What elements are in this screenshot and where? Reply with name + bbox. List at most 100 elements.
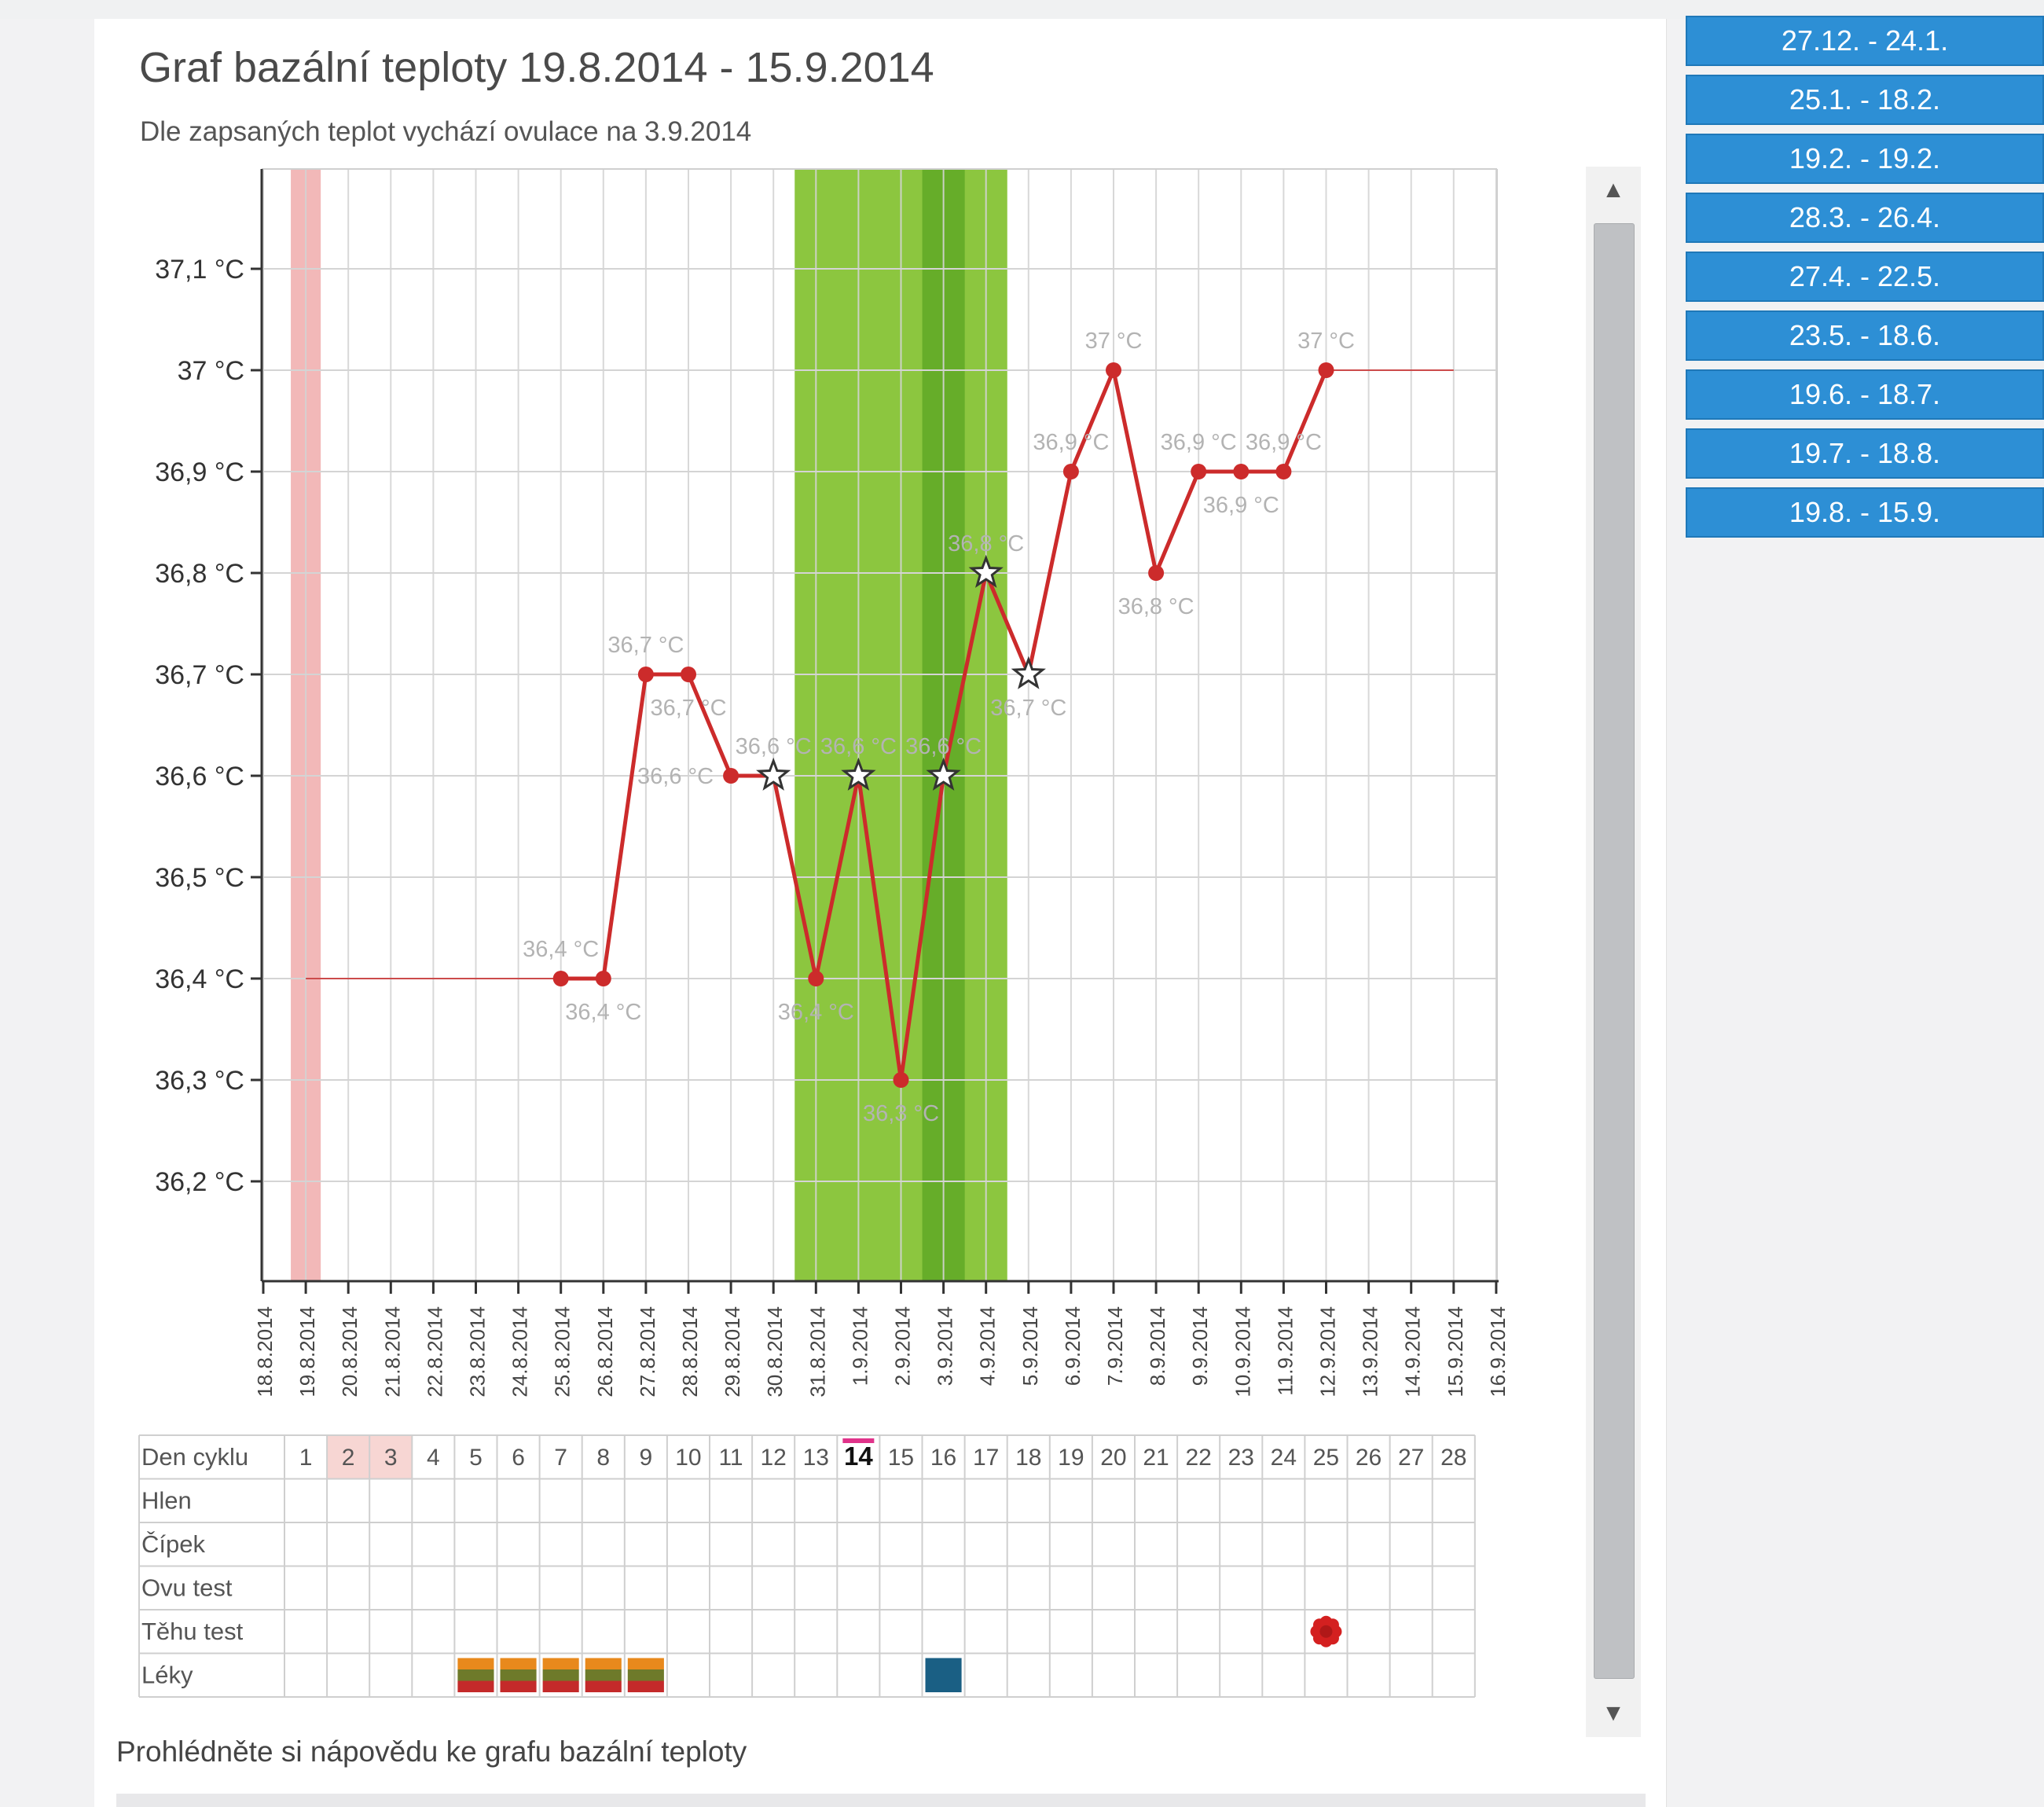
cycle-item[interactable]: 28.3. - 26.4. xyxy=(1686,193,2044,243)
cycle-day-number: 25 xyxy=(1313,1445,1339,1471)
cycle-day-number: 18 xyxy=(1015,1445,1041,1471)
star-marker xyxy=(756,757,791,791)
menstruation-day-cell xyxy=(369,1435,413,1479)
scroll-down-icon[interactable]: ▼ xyxy=(1602,1700,1625,1726)
star-marker xyxy=(1011,656,1046,689)
medication-block xyxy=(925,1658,962,1692)
data-label: 36,7 °C xyxy=(990,696,1066,721)
table-row-label: Hlen xyxy=(141,1487,192,1515)
y-tick-label: 37 °C xyxy=(178,356,244,386)
data-label: 36,9 °C xyxy=(1246,430,1322,455)
table-row-label: Ovu test xyxy=(141,1574,233,1602)
bottom-bar xyxy=(116,1794,1646,1807)
cycle-day-number: 4 xyxy=(427,1445,440,1471)
y-tick-label: 36,6 °C xyxy=(155,762,244,791)
cycle-day-number: 28 xyxy=(1440,1445,1466,1471)
medication-bar-red xyxy=(585,1680,622,1692)
data-label: 36,9 °C xyxy=(1033,430,1109,455)
cycle-item[interactable]: 19.6. - 18.7. xyxy=(1686,369,2044,420)
temperature-point xyxy=(1191,464,1207,479)
x-tick-label: 11.9.2014 xyxy=(1273,1306,1297,1396)
y-tick-label: 36,9 °C xyxy=(155,457,244,487)
cycle-item[interactable]: 23.5. - 18.6. xyxy=(1686,310,2044,361)
temperature-point xyxy=(1148,565,1165,581)
menstruation-day-cell xyxy=(327,1435,370,1479)
scroll-up-icon[interactable]: ▲ xyxy=(1602,177,1625,203)
cycle-item[interactable]: 25.1. - 18.2. xyxy=(1686,75,2044,125)
data-label: 36,6 °C xyxy=(637,764,714,789)
star-marker xyxy=(968,554,1004,588)
help-link[interactable]: Prohlédněte si nápovědu ke grafu bazální… xyxy=(116,1735,747,1768)
cycle-item[interactable]: 27.4. - 22.5. xyxy=(1686,252,2044,302)
x-tick-label: 10.9.2014 xyxy=(1231,1306,1254,1397)
table-row-label: Čípek xyxy=(141,1530,205,1558)
x-tick-label: 19.8.2014 xyxy=(295,1306,319,1397)
temperature-point xyxy=(723,768,739,784)
table-row-label: Léky xyxy=(141,1662,193,1689)
temperature-point xyxy=(637,667,654,682)
cycle-day-number: 5 xyxy=(469,1445,483,1471)
temperature-point xyxy=(1062,464,1079,479)
medication-bar-red xyxy=(457,1680,494,1692)
data-label: 37 °C xyxy=(1297,329,1355,354)
today-marker xyxy=(842,1438,875,1443)
data-label: 36,8 °C xyxy=(948,531,1024,556)
temperature-point xyxy=(893,1072,909,1088)
scroll-thumb[interactable] xyxy=(1594,223,1635,1679)
x-tick-label: 2.9.2014 xyxy=(891,1306,915,1386)
x-tick-label: 16.9.2014 xyxy=(1486,1306,1510,1397)
medication-bar-olive xyxy=(542,1669,579,1681)
cycle-day-number: 12 xyxy=(760,1445,786,1471)
y-tick-label: 36,4 °C xyxy=(155,964,244,994)
star-marker xyxy=(841,757,876,791)
x-tick-label: 7.9.2014 xyxy=(1103,1306,1127,1386)
temperature-point xyxy=(595,971,611,986)
medication-bar-orange xyxy=(585,1658,622,1669)
medication-bar-olive xyxy=(627,1669,664,1681)
cycle-day-number: 19 xyxy=(1058,1445,1084,1471)
x-tick-label: 26.8.2014 xyxy=(593,1306,617,1397)
cycle-day-number: 17 xyxy=(973,1445,999,1471)
data-label: 36,3 °C xyxy=(863,1101,939,1126)
cycle-day-number: 6 xyxy=(512,1445,525,1471)
y-tick-label: 36,5 °C xyxy=(155,863,244,893)
temperature-point xyxy=(1275,464,1292,479)
x-tick-label: 5.9.2014 xyxy=(1018,1306,1042,1386)
temperature-point xyxy=(1106,362,1121,378)
cycle-item[interactable]: 19.2. - 19.2. xyxy=(1686,134,2044,184)
cycle-item[interactable]: 19.7. - 18.8. xyxy=(1686,428,2044,479)
cycle-day-number: 7 xyxy=(554,1445,567,1471)
data-label: 36,9 °C xyxy=(1161,430,1237,455)
cycle-list: 27.12. - 24.1. 25.1. - 18.2. 19.2. - 19.… xyxy=(1686,16,2044,546)
x-tick-label: 14.9.2014 xyxy=(1401,1306,1425,1397)
cycle-item-active[interactable]: 19.8. - 15.9. xyxy=(1686,487,2044,538)
medication-bar-red xyxy=(500,1680,537,1692)
cycle-day-number: 11 xyxy=(718,1445,743,1471)
data-label: 36,6 °C xyxy=(820,734,897,759)
x-tick-label: 25.8.2014 xyxy=(551,1306,574,1397)
x-tick-label: 8.9.2014 xyxy=(1146,1306,1169,1386)
chart-scrollbar[interactable]: ▲ ▼ xyxy=(1586,167,1641,1737)
y-tick-label: 37,1 °C xyxy=(155,255,244,285)
x-tick-label: 15.9.2014 xyxy=(1444,1306,1467,1397)
x-tick-label: 13.9.2014 xyxy=(1359,1306,1382,1397)
medication-bar-olive xyxy=(457,1669,494,1681)
cycle-day-number: 20 xyxy=(1100,1445,1126,1471)
x-tick-label: 9.9.2014 xyxy=(1188,1306,1212,1386)
medication-bar-olive xyxy=(500,1669,537,1681)
cycle-day-number: 2 xyxy=(342,1445,355,1471)
star-marker xyxy=(926,757,961,791)
cycle-item[interactable]: 27.12. - 24.1. xyxy=(1686,16,2044,66)
medication-bar-orange xyxy=(500,1658,537,1669)
x-tick-label: 24.8.2014 xyxy=(508,1306,532,1397)
cycle-day-number: 3 xyxy=(384,1445,398,1471)
x-tick-label: 28.8.2014 xyxy=(678,1306,702,1397)
medication-bar-red xyxy=(542,1680,579,1692)
cycle-day-number: 10 xyxy=(675,1445,701,1471)
cycle-day-number: 21 xyxy=(1143,1445,1169,1471)
x-tick-label: 22.8.2014 xyxy=(423,1306,446,1397)
y-tick-label: 36,2 °C xyxy=(155,1167,244,1197)
y-tick-label: 36,7 °C xyxy=(155,660,244,690)
medication-bar-orange xyxy=(627,1658,664,1669)
